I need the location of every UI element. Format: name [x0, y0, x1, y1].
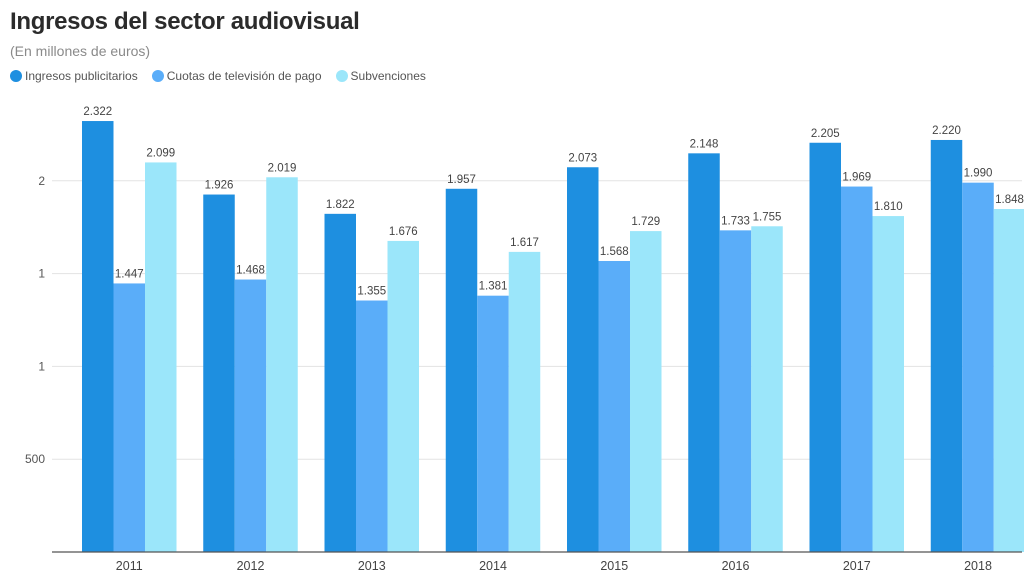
- legend-label-cuotas: Cuotas de televisión de pago: [166, 69, 322, 83]
- bar-2012-series-2: [266, 177, 298, 552]
- x-tick-label-2014: 2014: [479, 559, 507, 573]
- legend-item-subvenciones[interactable]: Subvenciones: [335, 69, 426, 83]
- data-label-2011-series-2: 2.099: [146, 147, 175, 159]
- bar-2013-series-2: [387, 240, 419, 553]
- bar-2011-series-1: [113, 283, 145, 552]
- bar-2018-series-0: [930, 139, 963, 552]
- bar-2015-series-2: [630, 231, 662, 552]
- x-tick-label-2015: 2015: [600, 559, 628, 573]
- bar-2015-series-1: [598, 260, 630, 552]
- bar-2011-series-2: [145, 162, 177, 552]
- x-tick-label-2012: 2012: [237, 559, 265, 573]
- chart-legend: Ingresos publicitarios Cuotas de televis…: [10, 69, 440, 83]
- data-label-2018-series-0: 2.220: [932, 125, 961, 137]
- bar-2013-series-1: [356, 300, 388, 552]
- data-label-2014-series-2: 1.617: [510, 237, 539, 249]
- bar-2016-series-1: [719, 230, 752, 552]
- bar-2013-series-0: [324, 213, 356, 553]
- x-tick-label-2018: 2018: [964, 559, 992, 573]
- bar-2015-series-0: [567, 167, 599, 552]
- data-label-2016-series-2: 1.755: [753, 211, 782, 223]
- legend-label-ingresos: Ingresos publicitarios: [25, 69, 138, 83]
- legend-item-cuotas[interactable]: Cuotas de televisión de pago: [151, 69, 322, 83]
- data-label-2013-series-1: 1.355: [357, 286, 386, 298]
- data-label-2012-series-2: 2.019: [268, 162, 297, 174]
- data-label-2014-series-1: 1.381: [479, 281, 508, 293]
- y-tick-label: 1: [38, 359, 45, 373]
- data-label-2015-series-1: 1.568: [600, 246, 629, 258]
- y-tick-label: 2: [38, 174, 45, 188]
- bar-2018-series-1: [962, 182, 994, 552]
- data-label-2015-series-0: 2.073: [568, 152, 597, 164]
- bar-2012-series-1: [234, 279, 267, 552]
- x-tick-label-2011: 2011: [116, 559, 143, 573]
- bar-2017-series-0: [809, 142, 841, 552]
- data-label-2018-series-2: 1.848: [995, 194, 1024, 206]
- bar-2017-series-1: [841, 186, 873, 553]
- bar-2018-series-2: [993, 209, 1024, 552]
- bar-2017-series-2: [872, 216, 904, 552]
- y-tick-label: 1: [38, 267, 45, 281]
- legend-swatch-ingresos: [10, 70, 22, 82]
- y-tick-label: 500: [25, 452, 45, 466]
- legend-label-subvenciones: Subvenciones: [350, 69, 426, 83]
- data-label-2017-series-0: 2.205: [811, 128, 840, 140]
- data-label-2018-series-1: 1.990: [964, 168, 993, 180]
- bar-2014-series-0: [445, 188, 478, 552]
- bar-2011-series-0: [82, 121, 114, 552]
- data-label-2011-series-1: 1.447: [115, 268, 144, 280]
- data-label-2017-series-2: 1.810: [874, 201, 903, 213]
- data-label-2015-series-2: 1.729: [631, 216, 660, 228]
- legend-swatch-subvenciones: [335, 70, 348, 82]
- bar-2012-series-0: [203, 194, 235, 552]
- bar-2014-series-1: [477, 295, 509, 552]
- chart-title: Ingresos del sector audiovisual: [10, 8, 360, 35]
- x-tick-label-2017: 2017: [843, 559, 871, 573]
- x-tick-label-2013: 2013: [358, 559, 386, 573]
- chart-subtitle: (En millones de euros): [10, 43, 151, 59]
- data-label-2011-series-0: 2.322: [83, 106, 112, 118]
- bar-2016-series-0: [688, 153, 720, 552]
- bar-2014-series-2: [508, 251, 541, 552]
- data-label-2013-series-0: 1.822: [326, 199, 355, 211]
- data-label-2016-series-0: 2.148: [690, 138, 719, 150]
- data-label-2012-series-0: 1.926: [205, 180, 234, 192]
- data-label-2013-series-2: 1.676: [389, 226, 418, 238]
- data-label-2012-series-1: 1.468: [236, 265, 265, 277]
- legend-swatch-cuotas: [151, 70, 164, 82]
- legend-item-ingresos[interactable]: Ingresos publicitarios: [10, 69, 138, 83]
- x-tick-label-2016: 2016: [722, 559, 750, 573]
- data-label-2014-series-0: 1.957: [447, 174, 476, 186]
- data-label-2016-series-1: 1.733: [721, 215, 750, 227]
- data-label-2017-series-1: 1.969: [842, 172, 871, 184]
- bar-2016-series-2: [751, 226, 783, 552]
